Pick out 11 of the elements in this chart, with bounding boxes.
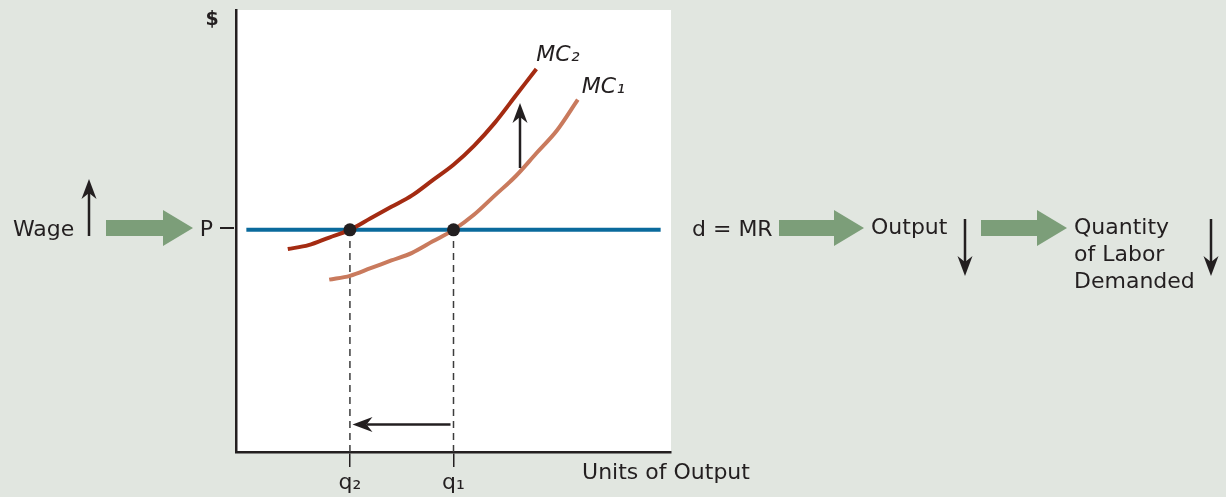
- text: Quantity of Labor Demanded: [1074, 212, 1195, 294]
- text: Output: [871, 212, 948, 240]
- series-label: MC₁: [581, 72, 625, 98]
- x-tick-label: q₂: [338, 468, 362, 494]
- series-label: d = MR: [692, 215, 773, 241]
- x-axis-title: Units of Output: [582, 458, 751, 484]
- y-axis-title: $: [205, 6, 219, 29]
- series-label: MC₂: [536, 40, 580, 66]
- text: P: [199, 214, 213, 242]
- text: Wage: [13, 214, 75, 242]
- x-tick-label: q₁: [442, 468, 465, 494]
